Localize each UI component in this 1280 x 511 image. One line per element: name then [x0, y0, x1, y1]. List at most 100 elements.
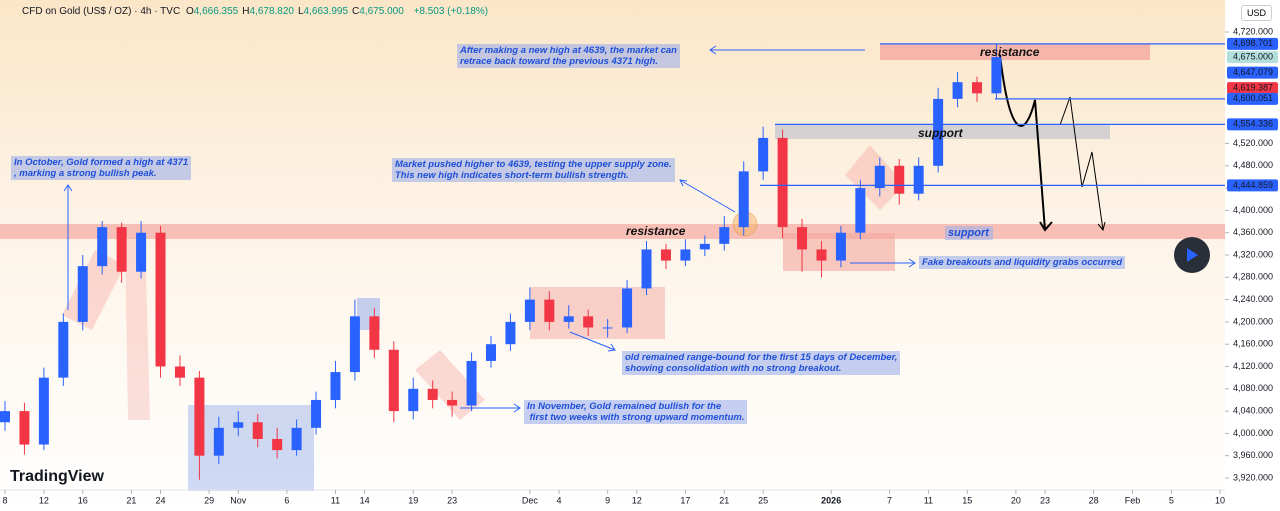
price-badge-label: 4,647.079 [1233, 67, 1273, 77]
candle-body [233, 422, 244, 428]
ohlc-key: H [242, 6, 250, 17]
candle-body [174, 366, 185, 378]
x-tick-label: 7 [887, 495, 892, 505]
candle-body [641, 249, 652, 289]
x-tick-label: 12 [632, 495, 642, 505]
x-tick-label: 19 [408, 495, 418, 505]
candle-body [602, 327, 613, 329]
x-tick-label: 29 [204, 495, 214, 505]
resistance-zone [880, 44, 1150, 60]
candle-body [933, 98, 944, 166]
x-tick-label: 5 [1169, 495, 1174, 505]
candle-body [408, 388, 419, 412]
price-badge [1227, 66, 1278, 79]
x-tick-label: 15 [962, 495, 972, 505]
candle-body [758, 137, 769, 172]
symbol-header: CFD on Gold (US$ / OZ) · 4h · TVC O4,666… [22, 6, 492, 17]
play-icon[interactable] [1187, 248, 1198, 262]
y-tick-label: 4,400.000 [1233, 205, 1273, 215]
candle-body [583, 316, 594, 328]
x-tick-label: Feb [1125, 495, 1141, 505]
candle-body [660, 249, 671, 261]
candle-body [194, 377, 205, 456]
x-tick-label: 14 [360, 495, 370, 505]
price-badge [1227, 92, 1278, 105]
x-tick-label: 25 [758, 495, 768, 505]
x-tick-label: 11 [924, 495, 933, 505]
candle-body [136, 232, 147, 272]
candle-body [855, 188, 866, 233]
ohlc: O4,666.355 H4,678.820 L4,663.995 C4,675.000 [186, 6, 408, 17]
ohlc-key: C [352, 6, 360, 17]
x-tick-label: 16 [78, 495, 88, 505]
x-tick-label: 9 [605, 495, 610, 505]
y-tick-label: 4,360.000 [1233, 227, 1273, 237]
brand-logo: TradingView [10, 468, 104, 485]
candle-body [311, 399, 322, 428]
currency[interactable]: USD [1240, 5, 1272, 21]
candle-body [680, 249, 691, 261]
ohlc-key: L [297, 6, 304, 17]
candle-body [699, 243, 710, 250]
price-badge [1227, 118, 1278, 131]
x-tick-label: 23 [1040, 495, 1050, 505]
y-tick-label: 4,720.000 [1233, 26, 1273, 36]
y-tick-label: 4,240.000 [1233, 294, 1273, 304]
price-badge [1227, 51, 1278, 64]
candle-body [991, 57, 1002, 94]
change: +8.503 (+0.18%) [413, 6, 489, 17]
candle-body [447, 399, 458, 406]
price-badge [1227, 37, 1278, 50]
y-tick-label: 4,160.000 [1233, 339, 1273, 349]
y-tick-label: 4,120.000 [1233, 361, 1273, 371]
x-tick-label: 2026 [821, 495, 841, 505]
candle-body [19, 411, 30, 445]
price-badge-label: 4,675.000 [1233, 51, 1273, 61]
price-badge [1227, 179, 1278, 192]
ohlc-value: 4,675.000 [359, 6, 404, 17]
candle-body [38, 377, 49, 445]
y-tick-label: 4,320.000 [1233, 249, 1273, 259]
trend-zone [125, 235, 150, 420]
y-tick-label: 4,480.000 [1233, 160, 1273, 170]
candle-body [116, 227, 127, 272]
y-tick-label: 4,040.000 [1233, 405, 1273, 415]
price-badge-label: 4,619.387 [1233, 82, 1273, 92]
y-tick-label: 4,280.000 [1233, 272, 1273, 282]
candle-body [369, 316, 380, 350]
candle-body [291, 427, 302, 451]
y-tick-label: 4,200.000 [1233, 316, 1273, 326]
x-tick-label: 21 [719, 495, 729, 505]
candle-body [797, 227, 808, 250]
candle-body [58, 321, 69, 378]
candles [0, 43, 1002, 480]
candle-body [738, 171, 749, 228]
candle-body [524, 299, 535, 322]
x-tick-label: 24 [156, 495, 166, 505]
y-tick-label: 3,920.000 [1233, 472, 1273, 482]
ohlc-key: O [185, 6, 194, 17]
zone-label: resistance [980, 45, 1040, 59]
candle-body [777, 137, 788, 228]
ohlc-value: 4,666.355 [193, 6, 239, 17]
resistance-zone [0, 224, 1225, 239]
zone-label: support [948, 227, 989, 239]
x-tick-label: 20 [1011, 495, 1021, 505]
ohlc-value: 4,678.820 [249, 6, 294, 17]
price-badge-label: 4,554.336 [1233, 119, 1273, 129]
candle-body [388, 349, 399, 412]
x-tick-label: 4 [557, 495, 562, 505]
x-tick-label: Nov [230, 495, 247, 505]
annotation: Market pushed higher to 4639, testing th… [392, 158, 675, 182]
x-tick-label: 23 [447, 495, 457, 505]
symbol: CFD on Gold (US$ / OZ) · 4h · TVC [22, 6, 181, 17]
candle-body [816, 249, 827, 261]
y-tick-label: 4,080.000 [1233, 383, 1273, 393]
candle-body [835, 232, 846, 261]
annotation: In October, Gold formed a high at 4371 ,… [11, 156, 192, 180]
candle-body [894, 165, 905, 194]
candle-body [563, 316, 574, 322]
candle-body [544, 299, 555, 322]
